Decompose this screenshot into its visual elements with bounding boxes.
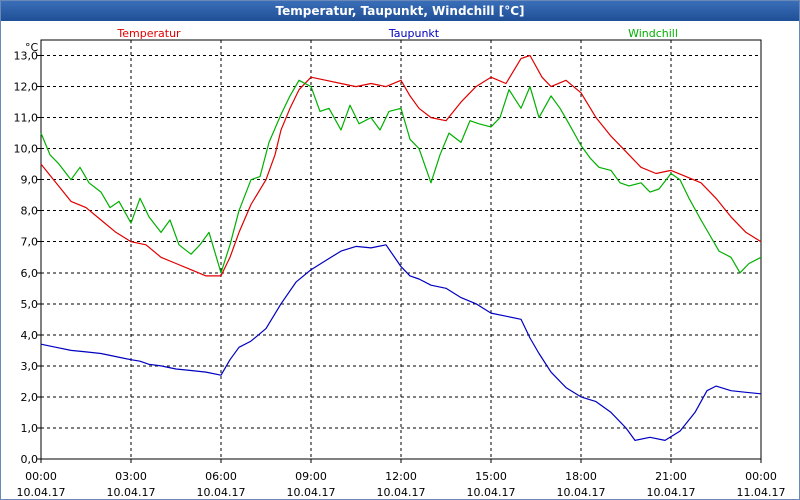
y-tick-label: 0,0 — [21, 453, 39, 466]
x-tick-date: 10.04.17 — [287, 486, 336, 499]
x-tick-time: 00:00 — [25, 470, 57, 483]
x-tick-date: 10.04.17 — [17, 486, 66, 499]
x-tick-time: 18:00 — [565, 470, 597, 483]
y-tick-label: 11,0 — [14, 112, 39, 125]
series-line-taupunkt — [40, 244, 762, 441]
axes — [37, 39, 762, 463]
x-tick-date: 10.04.17 — [467, 486, 516, 499]
x-tick-date: 10.04.17 — [647, 486, 696, 499]
y-tick-label: 1,0 — [21, 422, 39, 435]
y-tick-label: 4,0 — [21, 329, 39, 342]
y-tick-label: 5,0 — [21, 298, 39, 311]
legend-item-taupunkt: Taupunkt — [388, 27, 440, 40]
x-tick-date: 10.04.17 — [377, 486, 426, 499]
series-lines — [40, 54, 762, 441]
x-tick-time: 15:00 — [475, 470, 507, 483]
legend-item-windchill: Windchill — [628, 27, 678, 40]
x-tick-time: 21:00 — [655, 470, 687, 483]
y-axis-unit: °C — [25, 41, 39, 54]
x-tick-date: 10.04.17 — [107, 486, 156, 499]
y-tick-label: 2,0 — [21, 391, 39, 404]
x-tick-time: 03:00 — [115, 470, 147, 483]
plot-frame — [40, 39, 762, 460]
x-tick-time: 00:00 — [745, 470, 777, 483]
series-line-temperatur — [40, 54, 762, 277]
y-tick-label: 8,0 — [21, 205, 39, 218]
legend: Temperatur Taupunkt Windchill — [116, 27, 678, 40]
x-tick-date: 11.04.17 — [737, 486, 786, 499]
series-line-windchill — [40, 79, 762, 274]
tick-labels: 0,0 1,0 2,0 3,0 4,0 5,0 6,0 7,0 8,0 9,0 10,0 11,0 12… — [14, 41, 786, 499]
x-tick-date: 10.04.17 — [557, 486, 606, 499]
y-tick-label: 12,0 — [14, 81, 39, 94]
chart-title: Temperatur, Taupunkt, Windchill [°C] — [1, 1, 799, 21]
y-tick-label: 13,0 — [14, 50, 39, 63]
y-tick-label: 6,0 — [21, 267, 39, 280]
legend-item-temperatur: Temperatur — [116, 27, 181, 40]
y-tick-label: 7,0 — [21, 236, 39, 249]
y-tick-label: 3,0 — [21, 360, 39, 373]
x-tick-date: 10.04.17 — [197, 486, 246, 499]
grid-lines — [41, 40, 761, 459]
x-tick-time: 06:00 — [205, 470, 237, 483]
y-tick-label: 9,0 — [21, 174, 39, 187]
x-tick-time: 09:00 — [295, 470, 327, 483]
x-tick-time: 12:00 — [385, 470, 417, 483]
y-tick-label: 10,0 — [14, 143, 39, 156]
